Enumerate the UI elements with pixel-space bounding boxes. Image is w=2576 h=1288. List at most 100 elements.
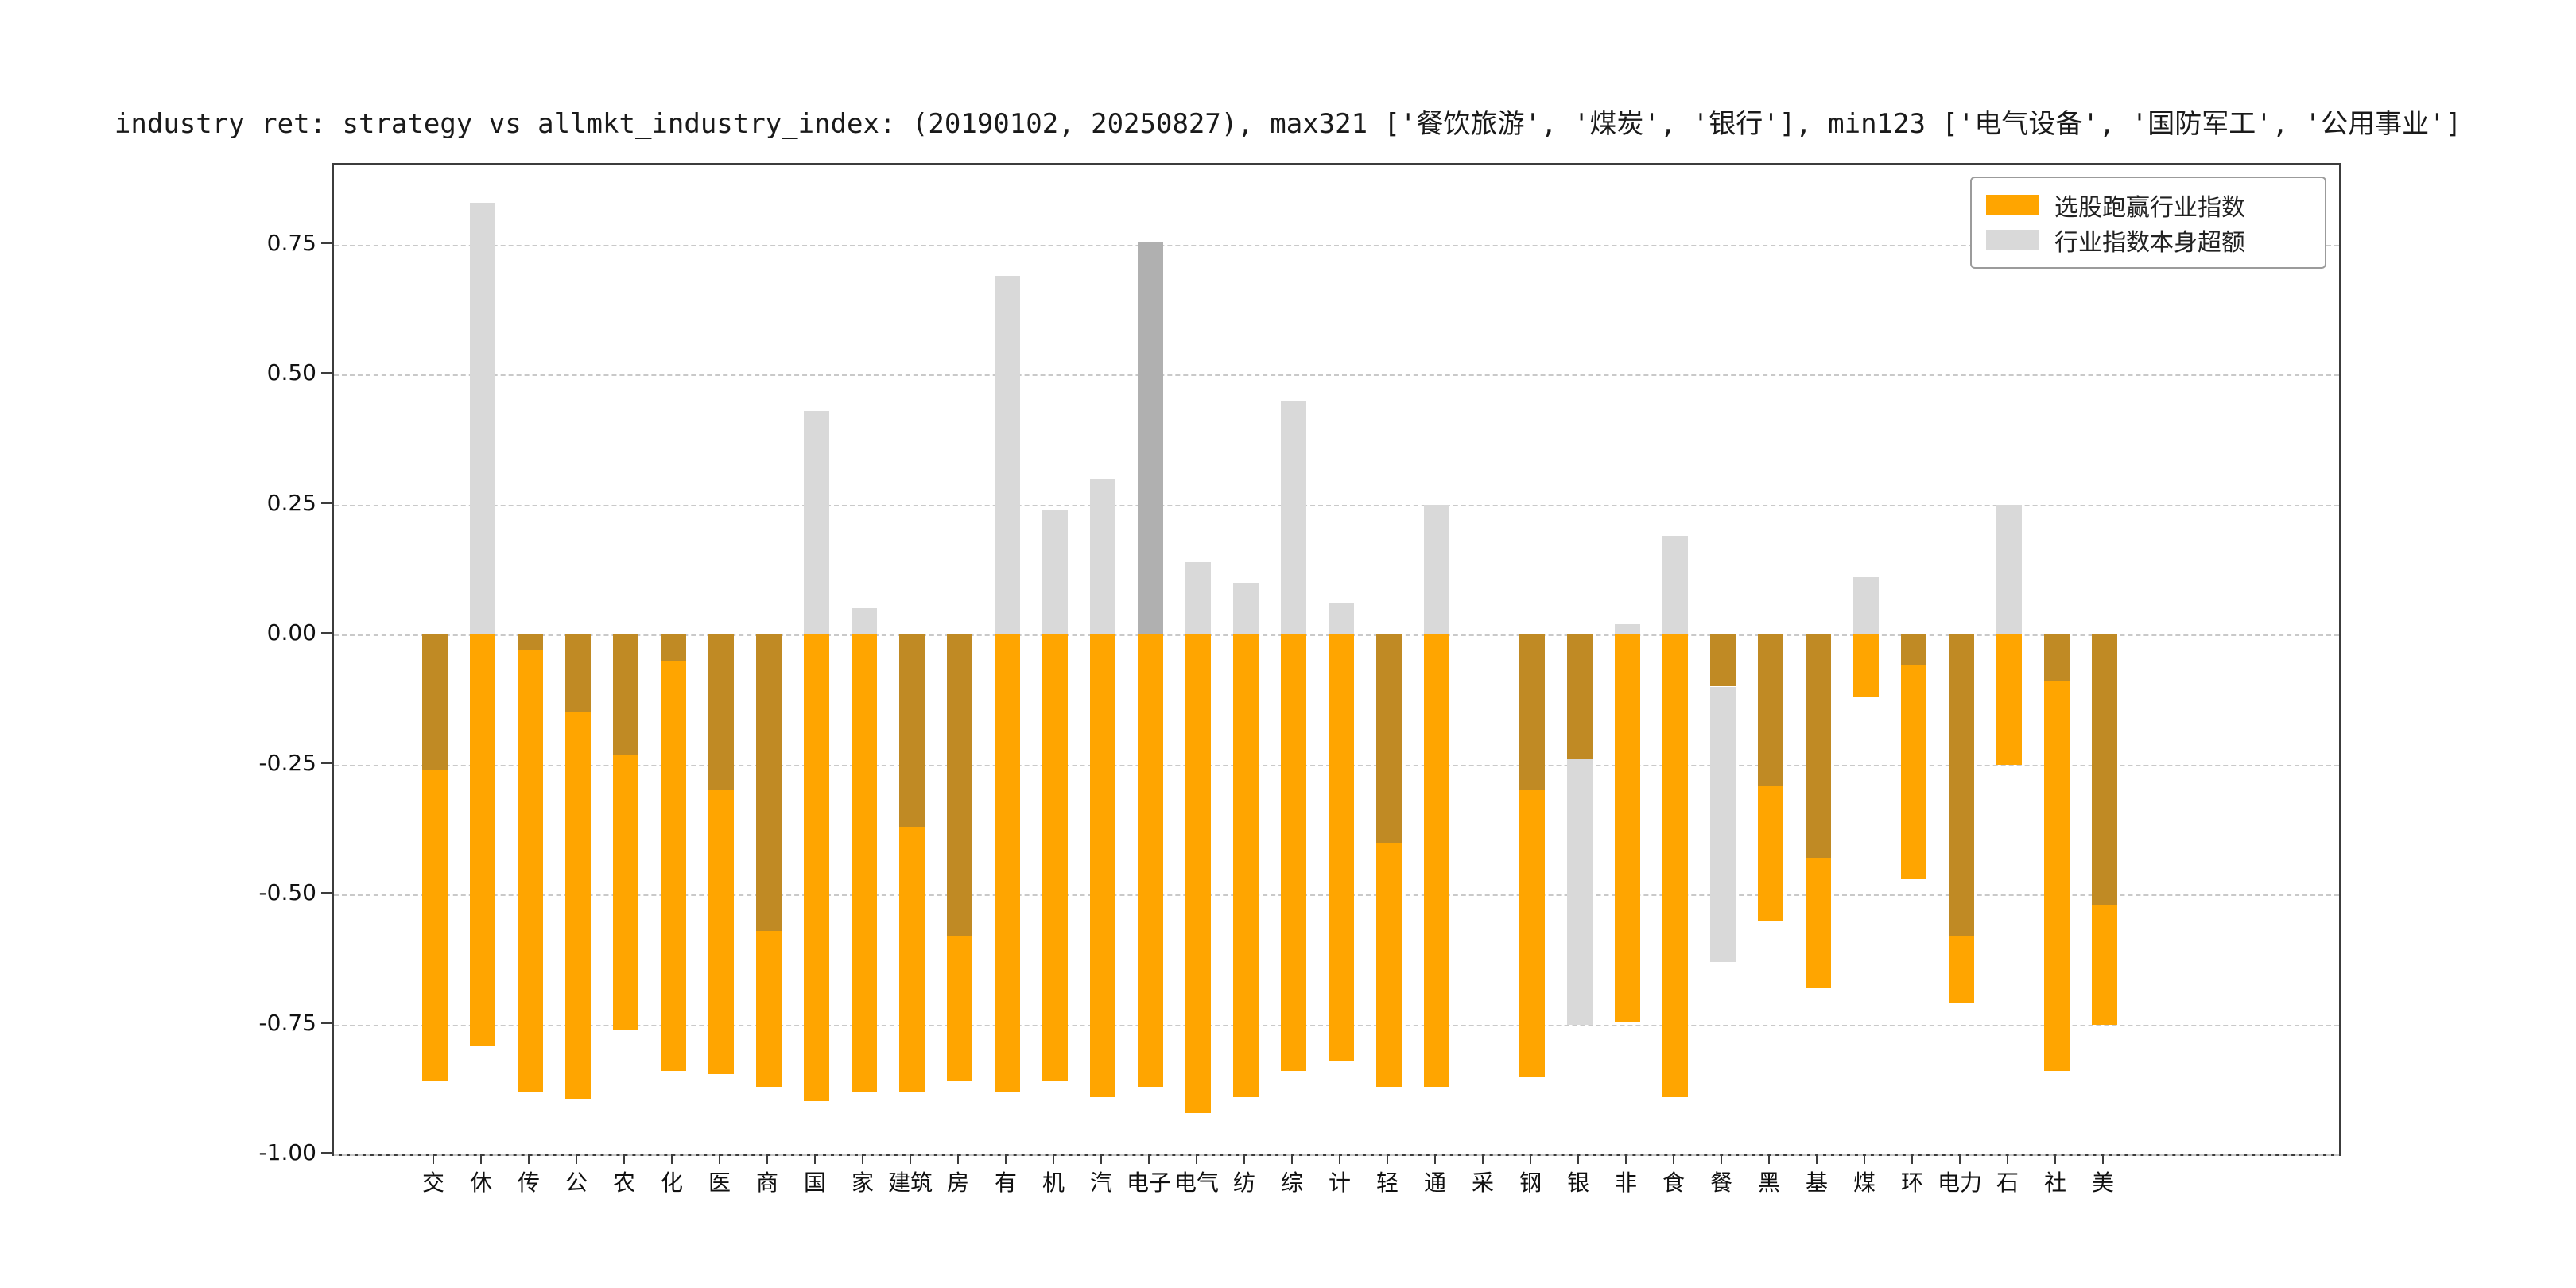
bar-index [1185, 561, 1211, 635]
y-tick-label: -1.00 [258, 1139, 316, 1166]
x-tick-mark [1864, 1154, 1865, 1164]
x-tick-mark [1482, 1154, 1484, 1164]
bar-overlap [565, 634, 591, 713]
x-tick-label: 休 [469, 1170, 492, 1196]
bar-strategy [1042, 634, 1068, 1082]
bar-strategy [1233, 634, 1259, 1098]
gridline [334, 244, 2339, 246]
x-tick-label: 石 [1996, 1170, 2019, 1196]
bar-strategy [1138, 634, 1163, 1087]
x-tick-mark [1530, 1154, 1531, 1164]
x-tick-mark [1721, 1154, 1722, 1164]
x-tick-label: 美 [2091, 1170, 2114, 1196]
bar-overlap [756, 634, 782, 931]
x-tick-mark [910, 1154, 911, 1164]
bar-strategy [565, 712, 591, 1100]
bar-strategy [708, 790, 734, 1074]
y-tick-label: -0.75 [258, 1009, 316, 1036]
x-tick-label: 轻 [1375, 1170, 1399, 1196]
x-tick-label: 交 [421, 1170, 444, 1196]
x-tick-label: 有 [994, 1170, 1017, 1196]
x-tick-label: 医 [708, 1170, 731, 1196]
legend-label-strategy: 选股跑赢行业指数 [2054, 194, 2245, 222]
bar-strategy [1329, 634, 1354, 1061]
x-tick-label: 电力 [1937, 1170, 1982, 1196]
y-tick-mark [321, 242, 332, 244]
bar-overlap [1901, 634, 1926, 666]
y-tick-mark [321, 502, 332, 504]
x-tick-label: 农 [612, 1170, 635, 1196]
legend-swatch-index [1986, 230, 2039, 250]
x-tick-label: 非 [1614, 1170, 1637, 1196]
bar-overlap [1519, 634, 1545, 791]
bar-strategy [899, 827, 925, 1092]
bar-strategy [1376, 842, 1402, 1087]
bar-overlap [518, 634, 543, 650]
bar-overlap [1758, 634, 1783, 786]
x-tick-label: 食 [1662, 1170, 1685, 1196]
x-tick-mark [623, 1154, 625, 1164]
bar-overlap [899, 634, 925, 828]
bar-index [1996, 504, 2022, 635]
x-tick-mark [719, 1154, 720, 1164]
bar-strategy [470, 634, 495, 1046]
legend-label-index: 行业指数本身超额 [2054, 229, 2245, 257]
x-tick-label: 计 [1328, 1170, 1351, 1196]
gridline [334, 1154, 2339, 1156]
x-tick-mark [1768, 1154, 1770, 1164]
x-tick-label: 电子 [1126, 1170, 1171, 1196]
y-tick-label: 0.50 [266, 359, 316, 386]
x-tick-label: 建筑 [887, 1170, 933, 1196]
x-tick-label: 家 [851, 1170, 874, 1196]
legend-item-strategy: 选股跑赢行业指数 [1986, 188, 2310, 223]
x-tick-mark [2054, 1154, 2056, 1164]
y-tick-mark [321, 632, 332, 634]
bar-strategy [1758, 785, 1783, 921]
x-tick-mark [1291, 1154, 1293, 1164]
y-tick-mark [321, 1022, 332, 1024]
x-tick-mark [576, 1154, 577, 1164]
bar-overlap [947, 634, 972, 937]
x-tick-mark [1625, 1154, 1627, 1164]
bar-strategy [1615, 634, 1640, 1022]
bar-strategy [2092, 905, 2117, 1025]
x-tick-mark [1673, 1154, 1674, 1164]
x-tick-label: 房 [946, 1170, 969, 1196]
x-tick-label: 综 [1280, 1170, 1303, 1196]
x-tick-mark [1339, 1154, 1340, 1164]
bar-index [1042, 510, 1068, 635]
plot-area [332, 163, 2341, 1156]
bar-index [1853, 577, 1879, 635]
x-tick-mark [1053, 1154, 1054, 1164]
bar-overlap [1806, 634, 1831, 859]
x-tick-mark [1959, 1154, 1961, 1164]
bar-strategy [518, 650, 543, 1092]
bar-index [1281, 400, 1306, 635]
bar-strategy [947, 936, 972, 1082]
x-tick-label: 商 [755, 1170, 778, 1196]
y-tick-mark [321, 372, 332, 374]
bar-index [1424, 504, 1449, 635]
bar-index [1090, 478, 1115, 635]
y-tick-label: -0.25 [258, 749, 316, 776]
bar-overlap [1949, 634, 1974, 937]
x-tick-mark [1005, 1154, 1007, 1164]
bar-overlap [1710, 634, 1736, 687]
bar-strategy [1853, 634, 1879, 697]
x-tick-mark [766, 1154, 768, 1164]
x-tick-label: 国 [803, 1170, 826, 1196]
bar-strategy [1949, 936, 1974, 1004]
x-tick-mark [2007, 1154, 2008, 1164]
y-tick-mark [321, 892, 332, 894]
bar-index [1710, 686, 1736, 963]
x-tick-label: 机 [1042, 1170, 1065, 1196]
bar-strategy [804, 634, 829, 1102]
legend-swatch-strategy [1986, 195, 2039, 215]
x-tick-mark [433, 1154, 434, 1164]
x-tick-mark [1387, 1154, 1388, 1164]
y-tick-label: 0.75 [266, 229, 316, 256]
bar-strategy [1090, 634, 1115, 1098]
x-tick-mark [1243, 1154, 1245, 1164]
x-tick-mark [1148, 1154, 1150, 1164]
x-tick-label: 传 [517, 1170, 540, 1196]
